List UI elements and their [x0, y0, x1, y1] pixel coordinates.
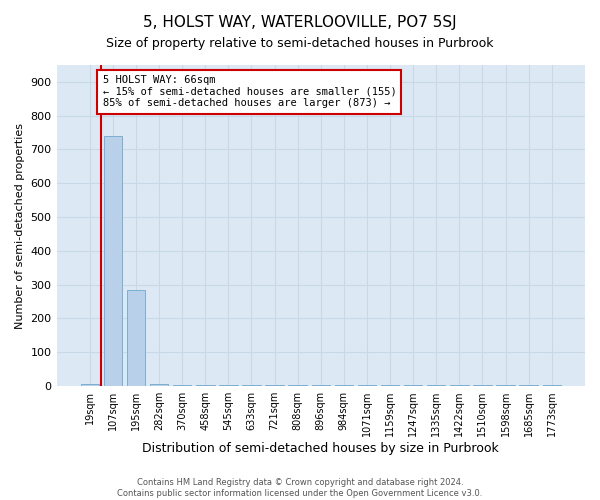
Bar: [242, 385, 261, 386]
Bar: [473, 385, 491, 386]
Bar: [104, 136, 122, 386]
Text: 5, HOLST WAY, WATERLOOVILLE, PO7 5SJ: 5, HOLST WAY, WATERLOOVILLE, PO7 5SJ: [143, 15, 457, 30]
Bar: [127, 290, 145, 386]
Bar: [219, 385, 238, 386]
Text: Contains HM Land Registry data © Crown copyright and database right 2024.
Contai: Contains HM Land Registry data © Crown c…: [118, 478, 482, 498]
Bar: [335, 385, 353, 386]
Bar: [381, 385, 400, 386]
Bar: [173, 385, 191, 386]
Bar: [80, 384, 99, 386]
Bar: [542, 385, 561, 386]
Bar: [520, 385, 538, 386]
X-axis label: Distribution of semi-detached houses by size in Purbrook: Distribution of semi-detached houses by …: [142, 442, 499, 455]
Bar: [427, 385, 445, 386]
Text: Size of property relative to semi-detached houses in Purbrook: Size of property relative to semi-detach…: [106, 38, 494, 51]
Bar: [311, 385, 330, 386]
Bar: [450, 385, 469, 386]
Bar: [404, 385, 422, 386]
Bar: [496, 385, 515, 386]
Y-axis label: Number of semi-detached properties: Number of semi-detached properties: [15, 122, 25, 328]
Bar: [358, 385, 376, 386]
Bar: [196, 385, 215, 386]
Bar: [150, 384, 169, 386]
Bar: [265, 385, 284, 386]
Text: 5 HOLST WAY: 66sqm
← 15% of semi-detached houses are smaller (155)
85% of semi-d: 5 HOLST WAY: 66sqm ← 15% of semi-detache…: [103, 75, 396, 108]
Bar: [289, 385, 307, 386]
